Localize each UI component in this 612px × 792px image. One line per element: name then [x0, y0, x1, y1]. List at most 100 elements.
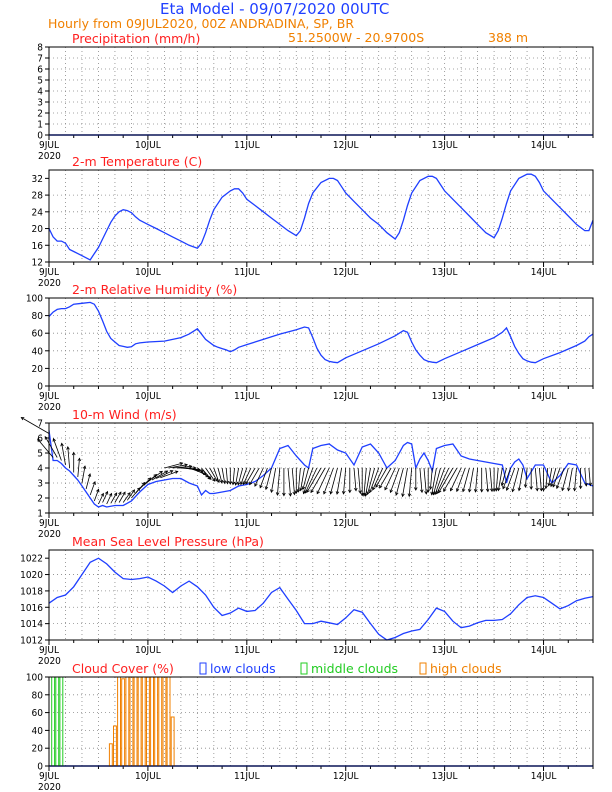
x-tick-label: 11JUL — [234, 771, 260, 782]
wind-arrowhead — [228, 481, 233, 485]
wind-arrowhead — [282, 492, 286, 497]
wind-arrow — [357, 467, 361, 494]
x-tick-label: 12JUL — [333, 518, 359, 529]
wind-arrowhead — [60, 442, 64, 447]
wind-arrowhead — [237, 481, 241, 486]
y-tick-label: 1 — [37, 509, 43, 520]
wind-arrow — [395, 467, 404, 496]
x-tick-label: 10JUL — [135, 267, 161, 278]
wind-arrowhead — [66, 446, 70, 450]
wind-arrowhead — [364, 492, 368, 497]
panel-title: Cloud Cover (%) — [72, 661, 174, 676]
wind-arrowhead — [529, 486, 533, 490]
wind-arrowhead — [127, 492, 131, 496]
wind-arrow — [450, 467, 462, 491]
wind-arrowhead — [299, 487, 303, 492]
wind-arrowhead — [341, 491, 346, 495]
wind-arrowhead — [104, 490, 109, 495]
wind-arrow — [151, 470, 168, 481]
wind-arrow — [81, 466, 86, 484]
wind-arrowhead — [358, 490, 362, 494]
x-tick-label: 10JUL — [135, 140, 161, 151]
x-tick-label: 9JUL — [39, 771, 59, 782]
wind-arrowhead — [467, 488, 472, 493]
legend-label: low clouds — [210, 661, 276, 676]
wind-arrowhead — [208, 476, 212, 480]
x-year-label: 2020 — [38, 402, 61, 413]
wind-arrow — [433, 467, 441, 495]
wind-arrowhead — [502, 485, 506, 490]
wind-arrow — [584, 467, 587, 486]
wind-arrowhead — [259, 484, 263, 489]
wind-arrowhead — [461, 488, 466, 493]
wind-arrow — [506, 467, 516, 491]
wind-arrow — [287, 467, 291, 496]
wind-arrowhead — [584, 483, 588, 487]
x-tick-label: 12JUL — [333, 771, 359, 782]
wind-arrowhead — [301, 486, 306, 491]
wind-arrow — [369, 467, 380, 493]
wind-arrow — [434, 467, 445, 495]
wind-arrowhead — [443, 488, 447, 492]
wind-arrow — [21, 417, 50, 434]
wind-arrowhead — [245, 480, 249, 485]
cloud-bar — [121, 678, 126, 767]
plot-frame — [48, 297, 594, 387]
wind-arrowhead — [108, 492, 113, 497]
wind-arrowhead — [264, 486, 269, 491]
y-tick-label: 2 — [37, 494, 43, 505]
wind-arrow — [310, 467, 326, 493]
wind-arrowhead — [426, 489, 430, 493]
wind-arrow — [160, 471, 178, 479]
cloud-bar — [133, 676, 138, 767]
plot-frame — [48, 676, 594, 767]
cloud-bar — [170, 716, 175, 767]
x-tick-label: 13JUL — [432, 645, 458, 656]
wind-arrowhead — [561, 487, 565, 492]
wind-arrowhead — [44, 435, 49, 440]
wind-arrowhead — [37, 438, 41, 443]
wind-arrow — [489, 467, 493, 492]
panel-title: Mean Sea Level Pressure (hPa) — [72, 534, 264, 549]
cloud-bar — [166, 676, 171, 767]
x-tick-label: 9JUL — [39, 267, 59, 278]
x-tick-label: 14JUL — [531, 518, 557, 529]
x-tick-label: 12JUL — [333, 140, 359, 151]
y-tick-label: 40 — [32, 346, 44, 357]
wind-arrowhead — [401, 493, 405, 498]
wind-arrowhead — [511, 488, 515, 493]
wind-arrow — [552, 467, 561, 487]
wind-arrow — [534, 467, 538, 491]
plot-frame — [48, 46, 594, 136]
wind-arrowhead — [77, 457, 82, 462]
y-tick-label: 100 — [26, 294, 43, 305]
y-tick-label: 1012 — [20, 636, 43, 647]
wind-arrow — [456, 467, 466, 492]
wind-arrow — [436, 467, 450, 494]
wind-arrowhead — [523, 484, 528, 488]
wind-arrow — [118, 491, 126, 503]
x-tick-label: 11JUL — [234, 140, 260, 151]
wind-arrowhead — [159, 470, 163, 475]
wind-arrow — [330, 467, 338, 495]
wind-arrowhead — [249, 481, 253, 486]
wind-arrow — [495, 467, 499, 491]
y-tick-label: 16 — [32, 241, 44, 252]
x-tick-label: 9JUL — [39, 391, 59, 402]
wind-arrow — [363, 467, 367, 496]
wind-arrowhead — [547, 482, 551, 487]
x-tick-label: 14JUL — [531, 391, 557, 402]
x-year-label: 2020 — [38, 782, 61, 792]
wind-arrow — [126, 489, 135, 501]
wind-arrowhead — [413, 487, 418, 491]
wind-arrow — [205, 467, 216, 482]
wind-arrowhead — [424, 491, 428, 495]
wind-arrow — [277, 467, 281, 496]
y-tick-label: 7 — [37, 54, 43, 65]
wind-arrow — [304, 467, 318, 494]
wind-arrow — [300, 467, 305, 491]
wind-arrowhead — [219, 479, 224, 484]
wind-arrow — [147, 471, 163, 482]
wind-arrow — [550, 467, 557, 487]
